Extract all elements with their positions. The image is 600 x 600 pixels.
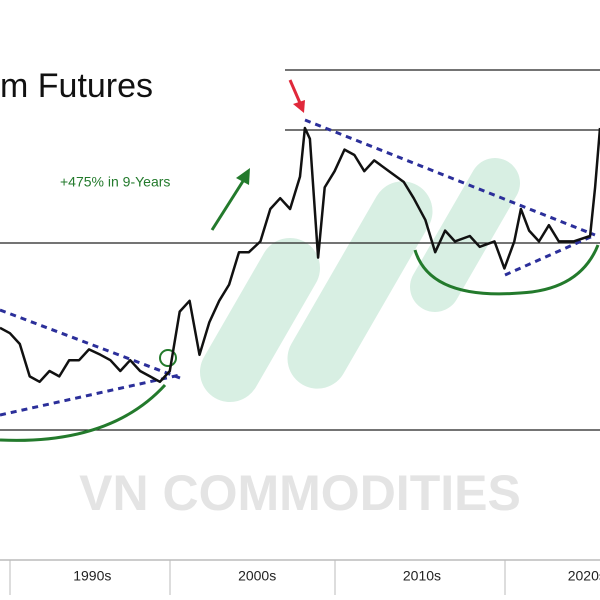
annotation: +475% in 9-Years [60,174,170,190]
price-line [0,126,600,384]
trend-lines [0,118,596,417]
plot: 1990s 2000s 2010s 2020s [0,126,600,584]
decade-separators [9,560,506,595]
watermark-logo [200,158,520,402]
arrows [210,79,305,231]
x-tick-label: 2010s [403,568,441,584]
x-tick-label: 2020s [568,568,600,584]
watermark: VN COMMODITIES [79,465,521,521]
level-lines [0,69,600,431]
base-arcs [0,244,600,442]
x-tick-label: 1990s [73,568,111,584]
chart-title: m Futures [0,67,153,105]
x-tick-label: 2000s [238,568,276,584]
